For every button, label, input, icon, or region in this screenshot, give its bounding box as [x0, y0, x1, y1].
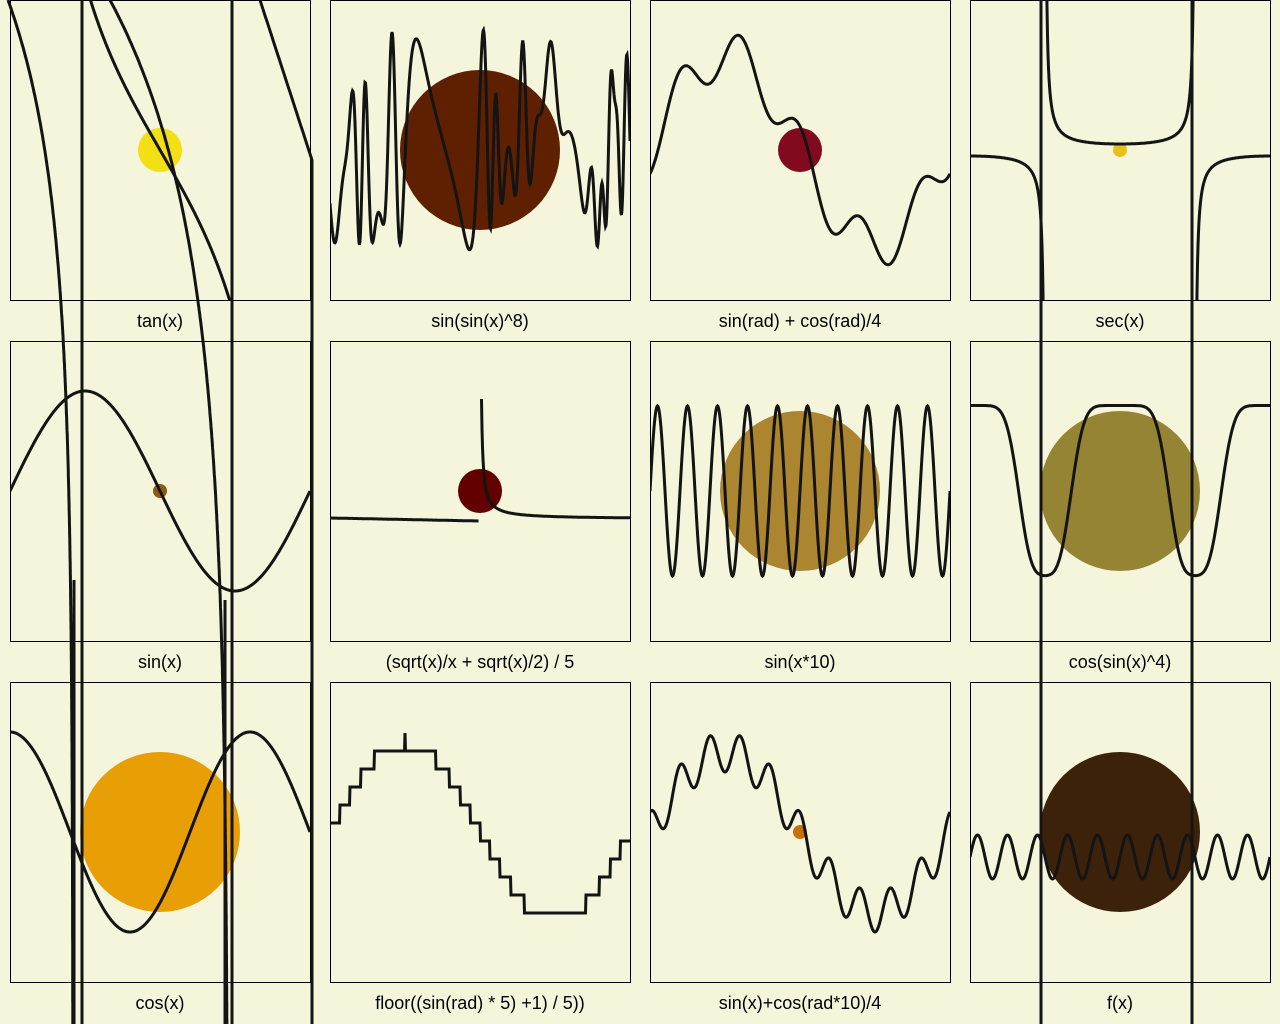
overflow-curves [6, 0, 1194, 1024]
series-line [330, 732, 630, 915]
plot-label: sin(x)+cos(rad*10)/4 [719, 993, 882, 1013]
plot-panel-f-x: f(x) [970, 682, 1271, 1013]
series-line [970, 0, 1270, 300]
series-line [970, 833, 1270, 881]
series-line [330, 398, 630, 523]
plot-panel-cos-sin-x-4: cos(sin(x)^4) [970, 341, 1271, 672]
plot-label: f(x) [1107, 993, 1133, 1013]
plot-label: (sqrt(x)/x + sqrt(x)/2) / 5 [386, 652, 575, 672]
tan-branch-curve [6, 0, 75, 1024]
series-line [10, 730, 310, 934]
series-line [650, 403, 950, 579]
plot-label: sin(rad) + cos(rad)/4 [719, 311, 882, 331]
plot-panel-sqrt-x-x-sqrt-x-2-5: (sqrt(x)/x + sqrt(x)/2) / 5 [330, 341, 631, 672]
plot-label: sin(x) [138, 652, 182, 672]
plot-label: cos(sin(x)^4) [1069, 652, 1171, 672]
plot-label: sec(x) [1096, 311, 1145, 331]
center-dot [80, 752, 240, 912]
plot-panel-cos-x: cos(x) [10, 682, 311, 1013]
plot-panel-sin-x-cos-rad-10-4: sin(x)+cos(rad*10)/4 [650, 682, 951, 1013]
tan-branch-curve [258, 0, 314, 1024]
plot-panel-floor-sin-rad-5-1-5: floor((sin(rad) * 5) +1) / 5)) [330, 682, 631, 1013]
plot-label: cos(x) [136, 993, 185, 1013]
series-line [970, 404, 1270, 578]
plot-panels: tan(x) sin(sin(x)^8) sin(rad) + cos(rad)/4… [10, 0, 1271, 1013]
plot-panel-sin-sin-x-8: sin(sin(x)^8) [330, 0, 631, 331]
plot-panel-sin-x-10: sin(x*10) [650, 341, 951, 672]
tan-branch-curve [108, 0, 229, 1024]
plot-label: floor((sin(rad) * 5) +1) / 5)) [375, 993, 585, 1013]
center-dot [1113, 143, 1127, 157]
center-dot [1040, 411, 1200, 571]
series-line [88, 0, 232, 300]
plot-label: tan(x) [137, 311, 183, 331]
series-line [10, 389, 310, 593]
plot-panel-sin-rad-cos-rad-4: sin(rad) + cos(rad)/4 [650, 0, 951, 331]
plot-panel-sec-x: sec(x) [970, 0, 1271, 331]
series-line [650, 734, 950, 934]
plot-label: sin(x*10) [764, 652, 835, 672]
plot-label: sin(sin(x)^8) [431, 311, 528, 331]
center-dot [1040, 752, 1200, 912]
plot-panel-tan-x: tan(x) [10, 0, 311, 331]
series-line [650, 33, 950, 267]
plot-panel-sin-x: sin(x) [10, 341, 311, 672]
center-dot [778, 128, 822, 172]
series-line [330, 25, 630, 252]
